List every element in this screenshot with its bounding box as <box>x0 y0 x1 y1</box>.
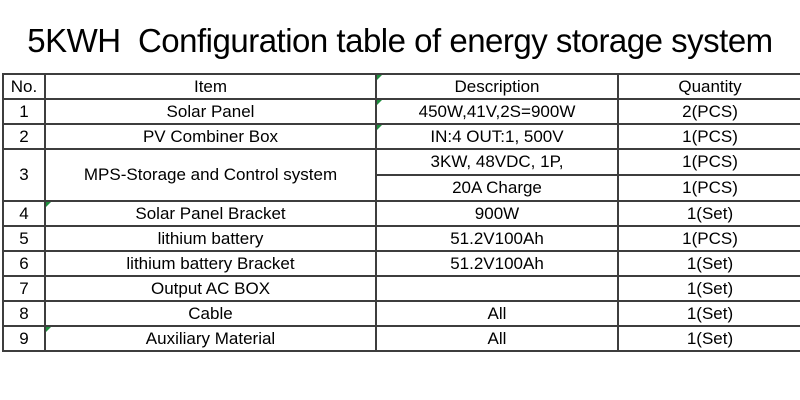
table-row: 2 PV Combiner Box IN:4 OUT:1, 500V 1(PCS… <box>2 123 800 150</box>
excel-flag-icon <box>47 203 51 207</box>
no-cell: 6 <box>2 250 46 277</box>
description-cell <box>375 275 619 302</box>
description-cell: 51.2V100Ah <box>375 250 619 277</box>
page-title: 5KWH Configuration table of energy stora… <box>27 22 773 59</box>
quantity-cell: 1(Set) <box>617 325 800 352</box>
excel-flag-icon <box>378 126 382 130</box>
item-cell: Cable <box>44 300 377 327</box>
item-cell: Solar Panel <box>44 98 377 125</box>
quantity-cell: 1(PCS) <box>617 123 800 150</box>
excel-flag-icon <box>47 328 51 332</box>
no-cell: 4 <box>2 200 46 227</box>
table-row: 9 Auxiliary Material All 1(Set) <box>2 325 800 352</box>
table-header-row: No. Item Description Quantity <box>2 73 800 100</box>
no-cell: 2 <box>2 123 46 150</box>
description-cell: 450W,41V,2S=900W <box>375 98 619 125</box>
quantity-cell: 1(PCS) <box>617 225 800 252</box>
quantity-cell: 1(PCS) <box>617 174 800 202</box>
item-cell: PV Combiner Box <box>44 123 377 150</box>
quantity-cell: 1(Set) <box>617 250 800 277</box>
no-cell: 8 <box>2 300 46 327</box>
description-cell: 3KW, 48VDC, 1P, <box>375 148 619 176</box>
quantity-cell: 1(PCS) <box>617 148 800 176</box>
excel-flag-icon <box>378 101 382 105</box>
header-quantity: Quantity <box>617 73 800 100</box>
description-cell: All <box>375 300 619 327</box>
table-row: 20A Charge 1(PCS) <box>3 174 800 202</box>
item-cell: Solar Panel Bracket <box>44 200 377 227</box>
table-row: 1 Solar Panel 450W,41V,2S=900W 2(PCS) <box>2 98 800 125</box>
table-row: 8 Cable All 1(Set) <box>2 300 800 327</box>
header-item: Item <box>44 73 377 100</box>
quantity-cell: 2(PCS) <box>617 98 800 125</box>
item-cell: lithium battery Bracket <box>44 250 377 277</box>
no-cell: 5 <box>2 225 46 252</box>
table-row: 7 Output AC BOX 1(Set) <box>2 275 800 302</box>
no-cell: 3 <box>2 148 46 202</box>
table-row: 3 MPS-Storage and Control system 3KW, 48… <box>2 148 800 202</box>
excel-flag-icon <box>378 76 382 80</box>
no-cell: 7 <box>2 275 46 302</box>
quantity-cell: 1(Set) <box>617 300 800 327</box>
description-cell: 20A Charge <box>375 174 619 202</box>
item-cell: Auxiliary Material <box>44 325 377 352</box>
description-cell: 51.2V100Ah <box>375 225 619 252</box>
item-cell: lithium battery <box>44 225 377 252</box>
description-cell: 900W <box>375 200 619 227</box>
quantity-cell: 1(Set) <box>617 275 800 302</box>
no-cell: 9 <box>2 325 46 352</box>
item-cell: MPS-Storage and Control system <box>44 148 377 202</box>
table-row: 6 lithium battery Bracket 51.2V100Ah 1(S… <box>2 250 800 277</box>
header-description: Description <box>375 73 619 100</box>
config-table: No. Item Description Quantity 1 Solar Pa… <box>2 73 800 352</box>
description-cell: IN:4 OUT:1, 500V <box>375 123 619 150</box>
quantity-cell: 1(Set) <box>617 200 800 227</box>
header-no: No. <box>2 73 46 100</box>
table-row: 4 Solar Panel Bracket 900W 1(Set) <box>2 200 800 227</box>
no-cell: 1 <box>2 98 46 125</box>
description-cell: All <box>375 325 619 352</box>
table-row: 5 lithium battery 51.2V100Ah 1(PCS) <box>2 225 800 252</box>
item-cell: Output AC BOX <box>44 275 377 302</box>
